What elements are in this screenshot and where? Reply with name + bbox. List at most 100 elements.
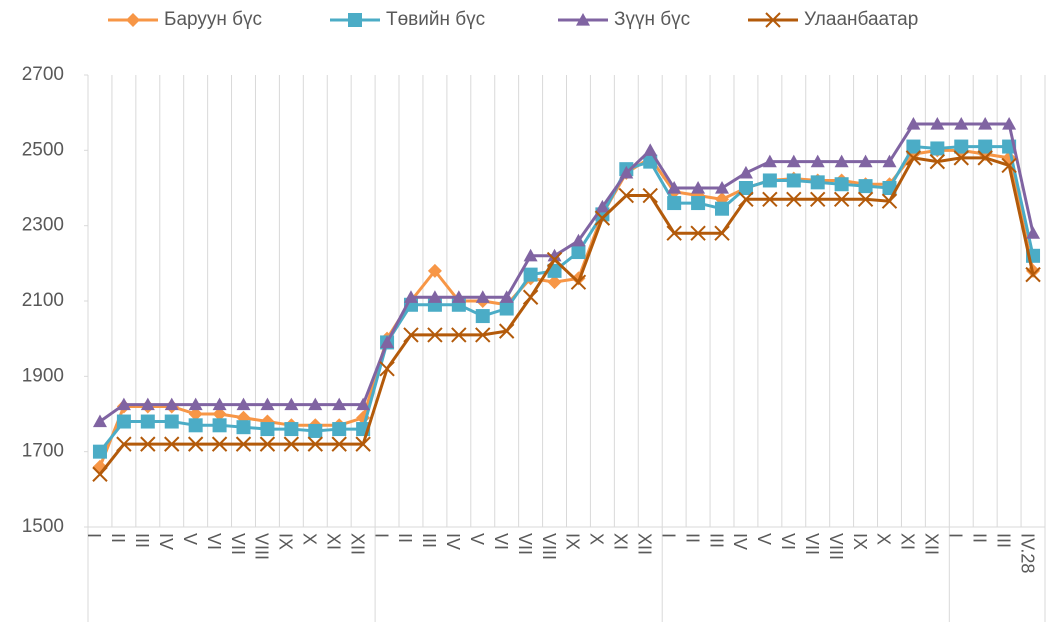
marker: [188, 397, 203, 411]
x-tick-label: II: [108, 533, 128, 543]
marker: [475, 327, 491, 343]
y-tick-label: 2500: [22, 139, 64, 160]
x-tick-label: V: [754, 533, 774, 545]
marker: [882, 181, 897, 195]
marker: [762, 191, 778, 208]
marker: [738, 181, 753, 195]
marker: [331, 436, 347, 452]
marker: [427, 327, 443, 343]
marker: [714, 225, 730, 241]
x-tick-label: X: [874, 533, 894, 545]
marker: [259, 436, 276, 452]
marker: [571, 245, 586, 260]
marker: [211, 436, 228, 452]
marker: [571, 233, 586, 247]
marker: [92, 466, 108, 482]
x-tick-label: I: [84, 533, 104, 538]
x-tick-label: III: [132, 533, 152, 548]
marker: [164, 436, 180, 452]
x-tick-label: IX: [563, 533, 583, 550]
marker: [355, 436, 371, 452]
marker: [451, 290, 466, 303]
marker: [1026, 226, 1041, 239]
x-tick-label: VI: [778, 533, 798, 550]
x-tick-label: VIII: [826, 533, 846, 560]
marker: [930, 116, 945, 130]
x-tick-label: V: [467, 533, 487, 545]
marker: [881, 193, 898, 209]
marker: [427, 263, 442, 278]
marker: [522, 289, 539, 305]
marker: [786, 173, 801, 188]
marker: [618, 187, 635, 204]
marker: [332, 397, 347, 411]
marker: [906, 139, 921, 154]
marker: [308, 423, 323, 438]
marker: [810, 154, 825, 168]
x-tick-label: V: [180, 533, 200, 545]
marker: [834, 154, 849, 168]
marker: [140, 397, 155, 411]
x-tick-label: I: [946, 533, 966, 538]
marker: [738, 165, 753, 179]
x-tick-label: IX: [276, 533, 296, 550]
marker: [499, 301, 514, 316]
marker: [833, 191, 850, 208]
marker: [92, 444, 107, 459]
x-tick-label: IV: [443, 533, 463, 550]
legend-label: Баруун бүс: [164, 9, 262, 30]
marker: [188, 407, 203, 421]
marker: [570, 274, 587, 290]
y-tick-label: 1700: [22, 441, 64, 462]
marker: [765, 12, 781, 28]
marker: [619, 165, 634, 179]
y-tick-label: 1900: [22, 365, 64, 386]
marker: [260, 397, 275, 411]
x-tick-label: VI: [491, 533, 511, 550]
x-tick-label: XII: [634, 533, 654, 555]
marker: [235, 436, 252, 452]
legend-label: Улаанбаатар: [804, 9, 918, 30]
marker: [126, 13, 140, 27]
marker: [547, 248, 562, 262]
marker: [786, 191, 802, 208]
x-tick-label: I: [658, 533, 678, 538]
marker: [475, 309, 490, 324]
marker: [164, 397, 179, 411]
x-tick-label: XII: [922, 533, 942, 555]
marker: [1001, 157, 1017, 174]
x-tick-label: IV: [156, 533, 176, 550]
x-tick-label: VII: [228, 533, 248, 555]
marker: [308, 397, 323, 411]
series: [92, 150, 1041, 482]
marker: [1025, 266, 1041, 283]
marker: [643, 143, 658, 156]
x-tick-label: IV.28: [1017, 533, 1037, 573]
x-tick-label: III: [706, 533, 726, 548]
marker: [523, 267, 538, 282]
y-tick-label: 1500: [22, 516, 64, 537]
x-tick-label: II: [682, 533, 702, 543]
x-tick-label: XI: [323, 533, 343, 550]
series-line: [98, 144, 1035, 453]
marker: [116, 397, 131, 411]
marker: [715, 181, 730, 194]
x-tick-label: VIII: [539, 533, 559, 560]
marker: [667, 196, 682, 211]
marker: [978, 139, 993, 154]
series-line: [98, 148, 1035, 468]
x-tick-label: X: [300, 533, 320, 545]
x-tick-label: IX: [850, 533, 870, 550]
marker: [236, 420, 251, 435]
marker: [307, 436, 323, 452]
marker: [858, 179, 873, 194]
x-tick-label: II: [969, 533, 989, 543]
marker: [691, 196, 706, 211]
marker: [475, 290, 490, 303]
legend-label: Зүүн бүс: [614, 9, 690, 30]
marker: [1002, 116, 1017, 130]
legend-label: Төвийн бүс: [386, 9, 485, 30]
marker: [547, 275, 562, 290]
marker: [666, 225, 682, 241]
marker: [576, 13, 590, 26]
